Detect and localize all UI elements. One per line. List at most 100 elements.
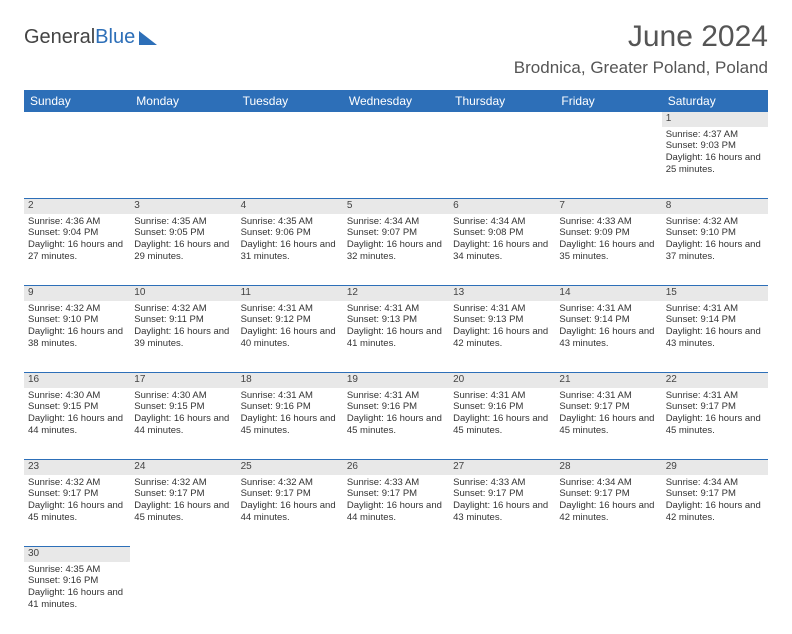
calendar-table: SundayMondayTuesdayWednesdayThursdayFrid…	[24, 90, 768, 634]
sunrise-line: Sunrise: 4:36 AM	[28, 216, 126, 228]
daylight-line: Daylight: 16 hours and 35 minutes.	[559, 239, 657, 263]
day-data-cell: Sunrise: 4:30 AMSunset: 9:15 PMDaylight:…	[24, 388, 130, 460]
day-data-cell: Sunrise: 4:33 AMSunset: 9:09 PMDaylight:…	[555, 214, 661, 286]
day-data-cell: Sunrise: 4:30 AMSunset: 9:15 PMDaylight:…	[130, 388, 236, 460]
day-data-cell: Sunrise: 4:32 AMSunset: 9:10 PMDaylight:…	[662, 214, 768, 286]
day-number-cell: 13	[449, 286, 555, 301]
daylight-line: Daylight: 16 hours and 34 minutes.	[453, 239, 551, 263]
daylight-line: Daylight: 16 hours and 27 minutes.	[28, 239, 126, 263]
daylight-line: Daylight: 16 hours and 44 minutes.	[28, 413, 126, 437]
day-number-cell	[449, 547, 555, 562]
day-data-cell: Sunrise: 4:31 AMSunset: 9:16 PMDaylight:…	[237, 388, 343, 460]
day-data-cell: Sunrise: 4:31 AMSunset: 9:13 PMDaylight:…	[343, 301, 449, 373]
title-block: June 2024 Brodnica, Greater Poland, Pola…	[514, 20, 768, 78]
sunset-line: Sunset: 9:10 PM	[28, 314, 126, 326]
sunrise-line: Sunrise: 4:35 AM	[134, 216, 232, 228]
sunset-line: Sunset: 9:17 PM	[453, 488, 551, 500]
day-number-cell: 28	[555, 460, 661, 475]
daylight-line: Daylight: 16 hours and 31 minutes.	[241, 239, 339, 263]
daylight-line: Daylight: 16 hours and 43 minutes.	[559, 326, 657, 350]
sunrise-line: Sunrise: 4:31 AM	[241, 303, 339, 315]
day-data-cell: Sunrise: 4:32 AMSunset: 9:11 PMDaylight:…	[130, 301, 236, 373]
sunset-line: Sunset: 9:17 PM	[28, 488, 126, 500]
logo-triangle-icon	[139, 31, 157, 45]
sunset-line: Sunset: 9:16 PM	[453, 401, 551, 413]
day-data-cell	[130, 562, 236, 634]
header: GeneralBlue June 2024 Brodnica, Greater …	[24, 20, 768, 78]
day-data-cell	[449, 127, 555, 199]
sunset-line: Sunset: 9:03 PM	[666, 140, 764, 152]
day-number-cell: 22	[662, 373, 768, 388]
day-number-cell: 8	[662, 199, 768, 214]
day-data-cell: Sunrise: 4:31 AMSunset: 9:16 PMDaylight:…	[343, 388, 449, 460]
sunset-line: Sunset: 9:17 PM	[559, 401, 657, 413]
sunset-line: Sunset: 9:14 PM	[559, 314, 657, 326]
day-number-cell: 27	[449, 460, 555, 475]
sunset-line: Sunset: 9:17 PM	[134, 488, 232, 500]
data-row: Sunrise: 4:32 AMSunset: 9:17 PMDaylight:…	[24, 475, 768, 547]
daylight-line: Daylight: 16 hours and 45 minutes.	[453, 413, 551, 437]
day-number-cell	[130, 547, 236, 562]
day-number-cell: 24	[130, 460, 236, 475]
sunset-line: Sunset: 9:16 PM	[241, 401, 339, 413]
day-number-cell: 21	[555, 373, 661, 388]
day-number-cell	[343, 547, 449, 562]
day-data-cell	[237, 562, 343, 634]
sunrise-line: Sunrise: 4:31 AM	[347, 390, 445, 402]
sunrise-line: Sunrise: 4:32 AM	[241, 477, 339, 489]
day-number-cell: 29	[662, 460, 768, 475]
daylight-line: Daylight: 16 hours and 42 minutes.	[453, 326, 551, 350]
day-data-cell: Sunrise: 4:35 AMSunset: 9:05 PMDaylight:…	[130, 214, 236, 286]
day-number-cell	[237, 112, 343, 127]
day-number-cell: 20	[449, 373, 555, 388]
day-number-cell: 10	[130, 286, 236, 301]
day-data-cell	[343, 562, 449, 634]
day-number-cell: 5	[343, 199, 449, 214]
weekday-header: Tuesday	[237, 90, 343, 112]
day-number-cell: 11	[237, 286, 343, 301]
day-data-cell: Sunrise: 4:32 AMSunset: 9:10 PMDaylight:…	[24, 301, 130, 373]
sunrise-line: Sunrise: 4:33 AM	[347, 477, 445, 489]
daylight-line: Daylight: 16 hours and 43 minutes.	[453, 500, 551, 524]
day-data-cell: Sunrise: 4:36 AMSunset: 9:04 PMDaylight:…	[24, 214, 130, 286]
sunrise-line: Sunrise: 4:31 AM	[559, 303, 657, 315]
sunrise-line: Sunrise: 4:31 AM	[241, 390, 339, 402]
sunrise-line: Sunrise: 4:32 AM	[134, 303, 232, 315]
day-number-cell	[449, 112, 555, 127]
daylight-line: Daylight: 16 hours and 45 minutes.	[134, 500, 232, 524]
daylight-line: Daylight: 16 hours and 45 minutes.	[241, 413, 339, 437]
day-number-cell	[237, 547, 343, 562]
weekday-header: Thursday	[449, 90, 555, 112]
day-data-cell	[449, 562, 555, 634]
weekday-header: Saturday	[662, 90, 768, 112]
sunrise-line: Sunrise: 4:32 AM	[134, 477, 232, 489]
day-data-cell	[237, 127, 343, 199]
daylight-line: Daylight: 16 hours and 25 minutes.	[666, 152, 764, 176]
sunset-line: Sunset: 9:17 PM	[241, 488, 339, 500]
day-number-cell: 18	[237, 373, 343, 388]
day-data-cell: Sunrise: 4:31 AMSunset: 9:13 PMDaylight:…	[449, 301, 555, 373]
day-data-cell: Sunrise: 4:31 AMSunset: 9:17 PMDaylight:…	[662, 388, 768, 460]
weekday-header-row: SundayMondayTuesdayWednesdayThursdayFrid…	[24, 90, 768, 112]
day-data-cell: Sunrise: 4:35 AMSunset: 9:06 PMDaylight:…	[237, 214, 343, 286]
sunrise-line: Sunrise: 4:30 AM	[134, 390, 232, 402]
sunrise-line: Sunrise: 4:32 AM	[28, 303, 126, 315]
day-number-cell	[555, 112, 661, 127]
day-data-cell	[343, 127, 449, 199]
day-data-cell: Sunrise: 4:33 AMSunset: 9:17 PMDaylight:…	[449, 475, 555, 547]
weekday-header: Sunday	[24, 90, 130, 112]
daynum-row: 2345678	[24, 199, 768, 214]
daynum-row: 1	[24, 112, 768, 127]
daylight-line: Daylight: 16 hours and 41 minutes.	[28, 587, 126, 611]
sunrise-line: Sunrise: 4:32 AM	[28, 477, 126, 489]
sunset-line: Sunset: 9:06 PM	[241, 227, 339, 239]
sunset-line: Sunset: 9:16 PM	[347, 401, 445, 413]
day-number-cell	[130, 112, 236, 127]
day-number-cell: 12	[343, 286, 449, 301]
daylight-line: Daylight: 16 hours and 32 minutes.	[347, 239, 445, 263]
sunset-line: Sunset: 9:15 PM	[134, 401, 232, 413]
sunrise-line: Sunrise: 4:31 AM	[666, 390, 764, 402]
day-number-cell	[24, 112, 130, 127]
day-number-cell: 25	[237, 460, 343, 475]
daylight-line: Daylight: 16 hours and 41 minutes.	[347, 326, 445, 350]
